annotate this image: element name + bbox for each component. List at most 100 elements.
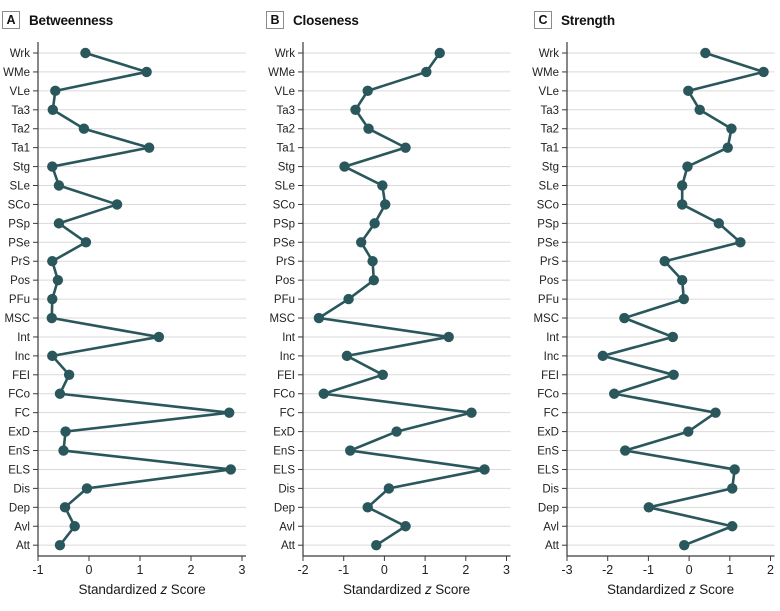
data-point	[727, 521, 738, 532]
data-point	[667, 331, 679, 343]
data-point	[69, 521, 80, 532]
data-point	[143, 142, 155, 153]
category-label: Wrk	[275, 48, 295, 60]
category-label: Ta1	[540, 143, 559, 155]
category-label: PSe	[537, 237, 559, 249]
data-point	[80, 47, 91, 59]
data-point	[80, 237, 92, 248]
x-axis-title: Standardized z Score	[38, 582, 246, 597]
category-label: VLe	[10, 86, 30, 98]
category-label: ELS	[537, 464, 559, 476]
data-point	[53, 180, 65, 191]
category-label: Dep	[274, 502, 295, 514]
panel-title: Betweenness	[29, 12, 114, 28]
category-label: Pos	[10, 275, 30, 287]
data-point	[341, 350, 353, 362]
category-label: SCo	[8, 199, 30, 211]
data-point	[620, 445, 631, 456]
category-label: EnS	[273, 446, 295, 458]
x-axis-title-italic-z: z	[688, 582, 696, 597]
data-point	[225, 464, 236, 475]
category-label: Ta2	[276, 124, 295, 136]
category-label: ExD	[537, 427, 559, 439]
data-point	[683, 426, 694, 437]
data-point	[362, 502, 373, 513]
data-point	[339, 161, 350, 172]
category-label: Ta3	[540, 105, 559, 117]
data-point	[421, 66, 432, 78]
category-label: PFu	[9, 294, 30, 306]
closeness-chart: Wrk WMe VLe Ta3 Ta2 Ta1 Stg SLe SCo PSp PSe PrS Pos P…	[268, 42, 511, 577]
category-label: PSp	[8, 218, 30, 230]
category-label: Int	[282, 332, 296, 344]
data-point	[619, 312, 630, 324]
category-label: PSe	[8, 237, 30, 249]
category-label: Stg	[13, 162, 30, 174]
strength-chart: Wrk WMe VLe Ta3 Ta2 Ta1 Stg SLe SCo PSp PSe PrS Pos P…	[532, 42, 775, 577]
category-label: SLe	[275, 181, 295, 193]
data-point	[367, 256, 378, 267]
data-point	[362, 85, 373, 97]
x-axis-title-text: Standardized	[342, 582, 422, 597]
category-label: PSp	[273, 218, 295, 230]
data-point	[676, 274, 688, 286]
data-point	[682, 161, 693, 172]
data-point	[466, 407, 477, 418]
data-point	[371, 539, 382, 551]
data-point	[694, 104, 705, 115]
category-label: FC	[280, 408, 295, 420]
data-point	[643, 502, 655, 513]
data-point	[53, 218, 65, 229]
panel-header: B Closeness	[266, 11, 359, 29]
data-point	[659, 256, 670, 267]
data-point	[63, 369, 75, 381]
data-point	[369, 218, 380, 229]
data-point	[153, 331, 165, 343]
data-point	[356, 237, 367, 248]
panel-letter-badge: B	[266, 11, 284, 29]
data-point	[224, 407, 235, 418]
category-label: ELS	[8, 464, 30, 476]
x-tick-label: 2	[462, 563, 469, 577]
data-point	[443, 331, 454, 343]
x-axis-title-text: Standardized	[606, 582, 686, 597]
panel-header: C Strength	[534, 11, 615, 29]
x-tick-label: 2	[767, 563, 774, 577]
x-tick-label: 1	[726, 563, 733, 577]
category-label: Stg	[278, 162, 295, 174]
data-point	[47, 161, 58, 172]
category-label: Wrk	[539, 48, 559, 60]
data-point	[81, 483, 93, 494]
data-point	[345, 445, 356, 456]
data-point	[676, 180, 688, 191]
betweenness-chart: Wrk WMe VLe Ta3 Ta2 Ta1 Stg SLe SCo PSp PSe PrS Pos P…	[3, 42, 246, 577]
data-point	[141, 66, 152, 78]
data-point	[58, 445, 69, 456]
data-point	[683, 85, 694, 97]
x-tick-label: 0	[86, 563, 93, 577]
category-label: Ta3	[276, 105, 295, 117]
category-label: SLe	[539, 181, 559, 193]
data-point	[377, 180, 388, 191]
data-point	[54, 539, 66, 551]
data-point	[343, 293, 354, 305]
category-label: ExD	[273, 427, 295, 439]
data-point	[729, 464, 740, 475]
category-label: Att	[281, 540, 296, 552]
category-label: Dep	[9, 502, 30, 514]
x-tick-label: -2	[297, 563, 308, 577]
x-tick-label: 3	[239, 563, 246, 577]
data-point	[400, 142, 411, 153]
data-point	[377, 369, 388, 381]
data-point	[676, 199, 688, 210]
category-label: Dis	[13, 483, 30, 495]
data-point	[363, 123, 374, 134]
data-point	[713, 218, 725, 229]
data-point	[313, 312, 325, 324]
category-label: SLe	[10, 181, 30, 193]
category-label: FCo	[273, 389, 295, 401]
x-axis-title: Standardized z Score	[303, 582, 510, 597]
category-label: ExD	[8, 427, 30, 439]
category-label: SCo	[273, 199, 295, 211]
category-label: MSC	[269, 313, 295, 325]
